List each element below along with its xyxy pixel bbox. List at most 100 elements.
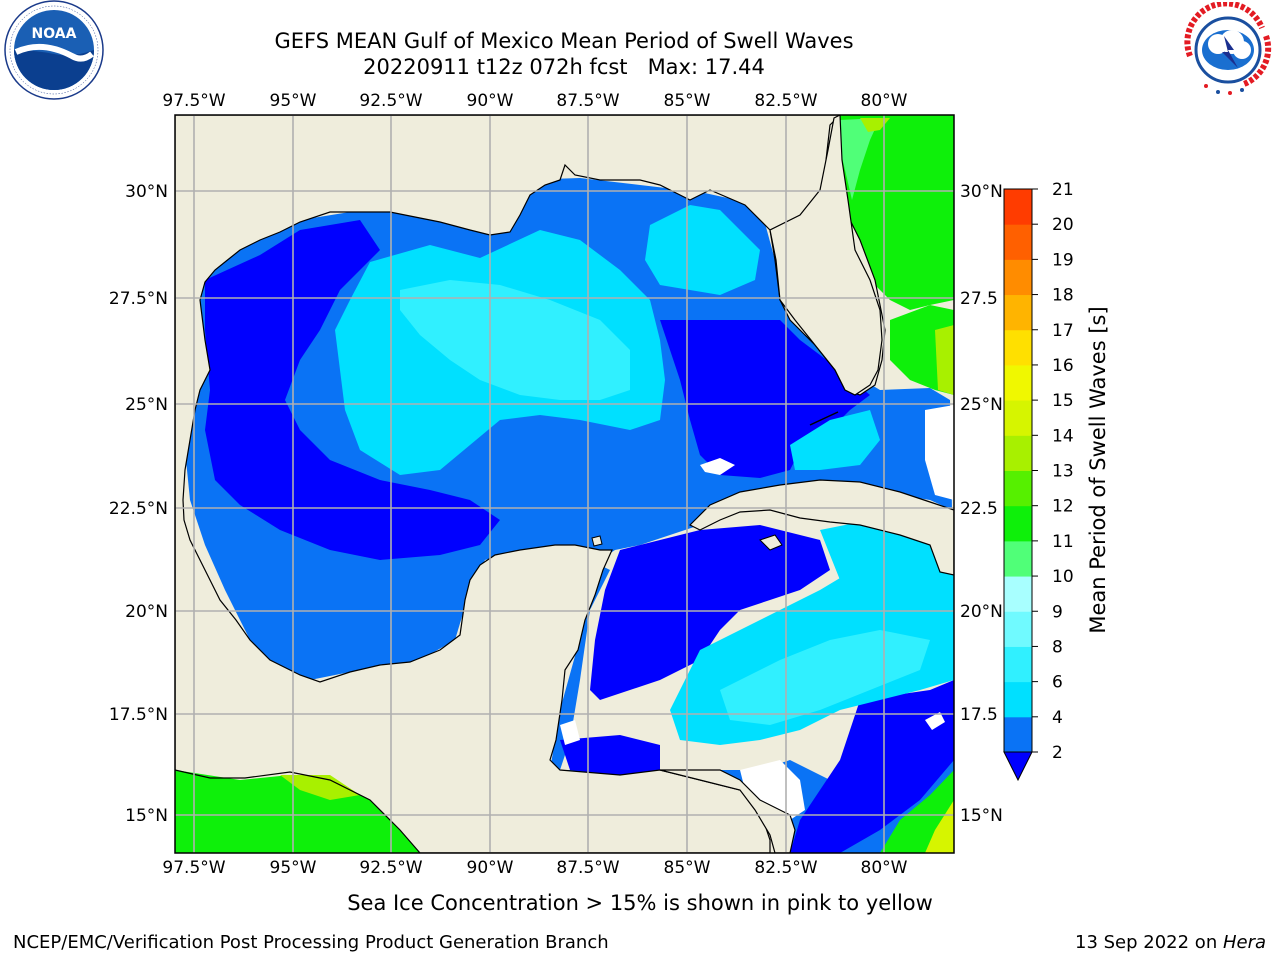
lat-label-left: 17.5°N	[109, 705, 168, 725]
colorbar-tick-label: 13	[1052, 462, 1074, 482]
colorbar-tick-label: 20	[1052, 215, 1074, 235]
lat-label-right: 22.5	[960, 499, 998, 519]
no-data-patch	[925, 405, 954, 500]
swell-region-deep-east	[660, 320, 870, 478]
lon-label-bottom: 85°W	[664, 858, 711, 878]
colorbar-tick-label: 19	[1052, 250, 1074, 270]
colorbar-tick-label: 4	[1052, 708, 1063, 728]
swell-region-deep-south	[560, 735, 660, 775]
colorbar-tick-label: 17	[1052, 321, 1074, 341]
lon-labels-top: 97.5°W 95°W 92.5°W 90°W 87.5°W 85°W 82.5…	[162, 91, 907, 111]
ice-note-text: Sea Ice Concentration > 15% is shown in …	[347, 891, 933, 915]
colorbar-segment	[1004, 259, 1032, 296]
lat-label-right: 15°N	[960, 806, 1003, 826]
lat-label-right: 20°N	[960, 602, 1003, 622]
colorbar-segment	[1004, 189, 1032, 225]
lat-labels-left: 30°N 27.5°N 25°N 22.5°N 20°N 17.5°N 15°N	[109, 182, 168, 826]
lon-label-bottom: 95°W	[270, 858, 317, 878]
colorbar-tick-label: 6	[1052, 673, 1063, 693]
swell-region-straits	[790, 410, 880, 470]
swell-region-deep-caribbean	[590, 525, 830, 700]
colorbar-tick-label: 9	[1052, 602, 1063, 622]
swell-region-deep-southeast	[790, 680, 954, 853]
no-data-patch	[740, 760, 805, 820]
lon-label-bottom: 97.5°W	[162, 858, 225, 878]
lat-label-right: 30°N	[960, 182, 1003, 202]
lon-label-bottom: 92.5°W	[359, 858, 422, 878]
colorbar-segment	[1004, 540, 1032, 577]
land-florida	[769, 115, 883, 396]
chart-title-line2: 20220911 t12z 072h fcst Max: 17.44	[363, 55, 765, 79]
lon-label-bottom: 82.5°W	[754, 858, 817, 878]
lat-label-left: 22.5°N	[109, 499, 168, 519]
lon-label-top: 85°W	[664, 91, 711, 111]
credit-line: NCEP/EMC/Verification Post Processing Pr…	[13, 932, 609, 953]
colorbar-tick-label: 15	[1052, 391, 1074, 411]
map-frame	[174, 114, 955, 854]
lon-label-top: 97.5°W	[162, 91, 225, 111]
colorbar-tick-label: 18	[1052, 286, 1074, 306]
colorbar-tick-label: 14	[1052, 426, 1074, 446]
no-data-patch	[560, 720, 580, 745]
colorbar-segment	[1004, 400, 1032, 436]
lat-label-right: 25°N	[960, 395, 1003, 415]
colorbar-tick-label: 16	[1052, 356, 1074, 376]
colorbar-segment	[1004, 681, 1032, 718]
lat-label-left: 20°N	[125, 602, 168, 622]
swell-region-lightcyan-central	[400, 280, 630, 400]
swell-region-yellowgreen-atlantic	[860, 118, 890, 132]
colorbar-segment	[1004, 646, 1032, 683]
lat-label-right: 27.5	[960, 289, 998, 309]
no-data-patch	[925, 712, 945, 730]
lon-label-bottom: 90°W	[467, 858, 514, 878]
colorbar-extend-triangle	[1003, 751, 1033, 782]
lon-labels-bottom: 97.5°W 95°W 92.5°W 90°W 87.5°W 85°W 82.5…	[162, 858, 907, 878]
land-cozumel	[591, 535, 603, 547]
land-central-america	[659, 769, 796, 853]
colorbar-tick-label: 2	[1052, 743, 1063, 763]
map-grid	[175, 115, 954, 853]
lat-label-left: 25°N	[125, 395, 168, 415]
colorbar-tick-label: 8	[1052, 637, 1063, 657]
lat-label-left: 30°N	[125, 182, 168, 202]
lon-label-top: 87.5°W	[556, 91, 619, 111]
colorbar-tick-label: 11	[1052, 532, 1074, 552]
lon-label-bottom: 87.5°W	[556, 858, 619, 878]
lat-labels-right: 30°N 27.5 25°N 22.5 20°N 17.5 15°N	[960, 182, 1003, 826]
land-isla-juventud	[759, 534, 783, 551]
pacific-coastline	[175, 769, 421, 853]
colorbar-segment	[1004, 716, 1032, 753]
colorbar-segment	[1004, 505, 1032, 542]
colorbar-segment	[1004, 364, 1032, 401]
map-area	[175, 115, 954, 853]
land-us-gulf-coast	[175, 115, 886, 853]
nws-logo	[1181, 2, 1275, 97]
lat-label-left: 15°N	[125, 806, 168, 826]
machine-name: Hera	[1222, 932, 1266, 953]
swell-region-cyan-northeast	[645, 205, 760, 295]
noaa-logo-text: NOAA	[32, 26, 77, 42]
swell-region-yellowgreen-bahamas	[935, 325, 954, 395]
colorbar-tick-label: 21	[1052, 180, 1074, 200]
pacific-coast-water	[175, 770, 420, 853]
lon-label-bottom: 80°W	[861, 858, 908, 878]
colorbar-segment	[1004, 470, 1032, 507]
lon-label-top: 92.5°W	[359, 91, 422, 111]
colorbar: 2 4 6 8 9 10 11 12 13 14 15 16 17 18 19 20 21	[1003, 180, 1074, 782]
colorbar-label: Mean Period of Swell Waves [s]	[1086, 306, 1110, 633]
date-text: 13 Sep 2022 on	[1075, 932, 1223, 953]
colorbar-segment	[1004, 611, 1032, 647]
chart-title-line1: GEFS MEAN Gulf of Mexico Mean Period of …	[274, 29, 854, 53]
land-cuba	[688, 479, 954, 576]
colorbar-segment	[1004, 294, 1032, 331]
lat-label-left: 27.5°N	[109, 289, 168, 309]
swell-region-cyan-caribbean-east	[820, 520, 950, 610]
lat-label-right: 17.5	[960, 705, 998, 725]
ice-note: Sea Ice Concentration > 15% is shown in …	[0, 891, 1280, 915]
date-line: 13 Sep 2022 on Hera	[1075, 932, 1266, 953]
lon-label-top: 80°W	[861, 91, 908, 111]
swell-region-lightgreen-atlantic	[838, 118, 880, 200]
land-keys	[809, 411, 839, 426]
lon-label-top: 90°W	[467, 91, 514, 111]
colorbar-segment	[1004, 329, 1032, 366]
